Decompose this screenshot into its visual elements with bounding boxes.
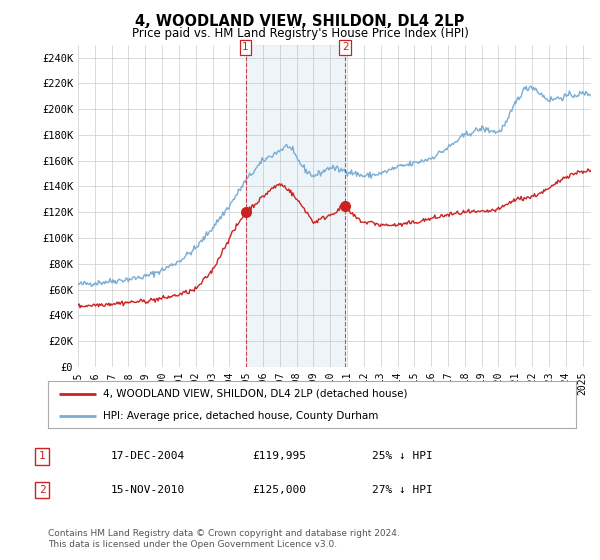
Text: 1: 1 bbox=[242, 43, 249, 53]
Text: 2: 2 bbox=[38, 485, 46, 495]
Text: 4, WOODLAND VIEW, SHILDON, DL4 2LP (detached house): 4, WOODLAND VIEW, SHILDON, DL4 2LP (deta… bbox=[103, 389, 408, 399]
Text: £125,000: £125,000 bbox=[252, 485, 306, 495]
Text: Price paid vs. HM Land Registry's House Price Index (HPI): Price paid vs. HM Land Registry's House … bbox=[131, 27, 469, 40]
Text: 1: 1 bbox=[38, 451, 46, 461]
Text: 17-DEC-2004: 17-DEC-2004 bbox=[111, 451, 185, 461]
Text: £119,995: £119,995 bbox=[252, 451, 306, 461]
Text: 15-NOV-2010: 15-NOV-2010 bbox=[111, 485, 185, 495]
Bar bbox=[245, 45, 345, 367]
Text: HPI: Average price, detached house, County Durham: HPI: Average price, detached house, Coun… bbox=[103, 410, 379, 421]
Text: 2: 2 bbox=[342, 43, 349, 53]
Text: 25% ↓ HPI: 25% ↓ HPI bbox=[372, 451, 433, 461]
Text: 27% ↓ HPI: 27% ↓ HPI bbox=[372, 485, 433, 495]
Text: Contains HM Land Registry data © Crown copyright and database right 2024.
This d: Contains HM Land Registry data © Crown c… bbox=[48, 529, 400, 549]
Text: 4, WOODLAND VIEW, SHILDON, DL4 2LP: 4, WOODLAND VIEW, SHILDON, DL4 2LP bbox=[136, 14, 464, 29]
